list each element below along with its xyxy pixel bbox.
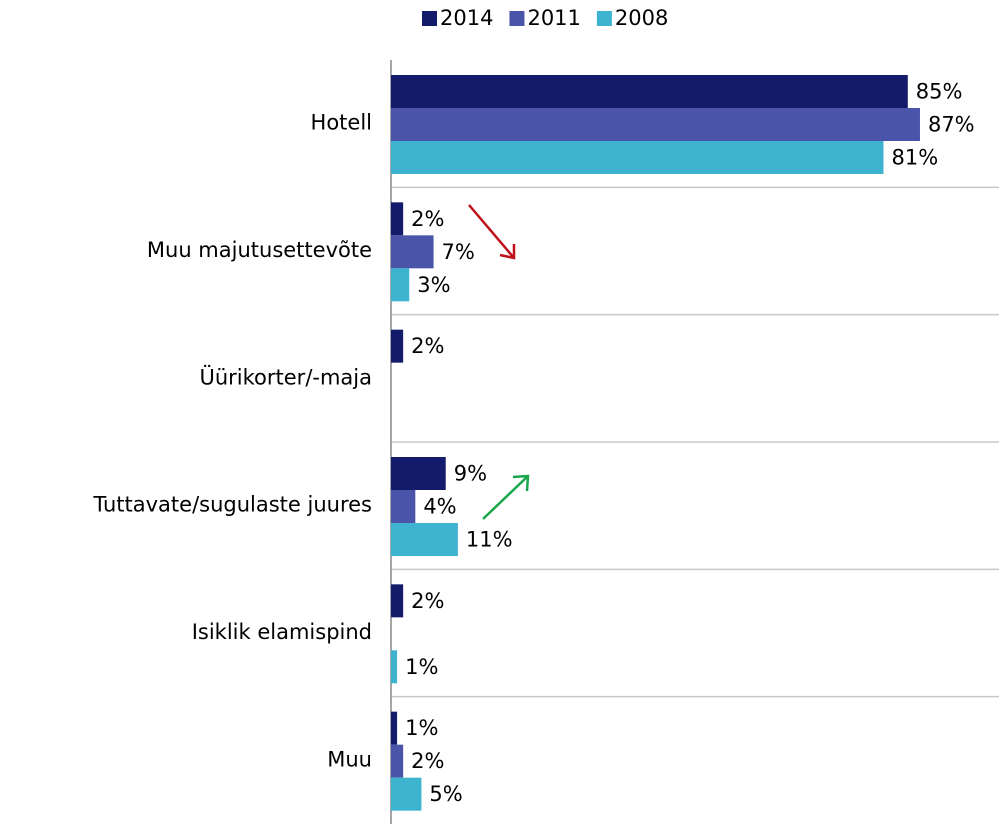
value-label: 4% bbox=[423, 495, 456, 519]
value-label: 2% bbox=[411, 207, 444, 231]
legend-label: 2011 bbox=[527, 6, 580, 30]
category-label: Muu majutusettevõte bbox=[147, 238, 372, 262]
legend-swatch bbox=[509, 11, 525, 26]
bar bbox=[391, 744, 404, 778]
legend-swatch bbox=[596, 11, 612, 26]
category-label: Üürikorter/-maja bbox=[199, 364, 372, 389]
value-label: 7% bbox=[442, 240, 475, 264]
value-label: 3% bbox=[417, 273, 450, 297]
value-label: 2% bbox=[411, 334, 444, 358]
bar bbox=[391, 777, 422, 811]
bar bbox=[391, 523, 458, 556]
bar bbox=[391, 235, 434, 269]
category-label: Isiklik elamispind bbox=[192, 620, 372, 644]
trend-arrow-down bbox=[468, 204, 516, 260]
value-label: 2% bbox=[411, 749, 444, 773]
value-label: 85% bbox=[916, 80, 963, 104]
category-label: Muu bbox=[327, 747, 372, 771]
bar bbox=[391, 141, 884, 174]
trend-arrow-up bbox=[482, 474, 530, 520]
bar bbox=[391, 108, 920, 141]
category-label: Tuttavate/sugulaste juures bbox=[92, 493, 372, 517]
bar bbox=[391, 457, 446, 490]
legend-label: 2014 bbox=[440, 6, 493, 30]
bar bbox=[391, 268, 410, 302]
bar bbox=[391, 75, 908, 108]
value-label: 81% bbox=[891, 146, 938, 170]
bar bbox=[391, 711, 398, 745]
value-label: 1% bbox=[405, 655, 438, 679]
value-label: 87% bbox=[928, 113, 975, 137]
bar bbox=[391, 650, 398, 684]
legend-swatch bbox=[422, 11, 437, 26]
bar bbox=[391, 202, 404, 236]
value-label: 1% bbox=[405, 716, 438, 740]
bar bbox=[391, 584, 404, 618]
value-label: 5% bbox=[429, 782, 462, 806]
bar bbox=[391, 490, 416, 523]
value-label: 2% bbox=[411, 589, 444, 613]
value-label: 9% bbox=[454, 462, 487, 486]
legend-label: 2008 bbox=[615, 6, 668, 30]
category-label: Hotell bbox=[311, 111, 372, 135]
bar bbox=[391, 329, 404, 363]
value-label: 11% bbox=[466, 528, 513, 552]
